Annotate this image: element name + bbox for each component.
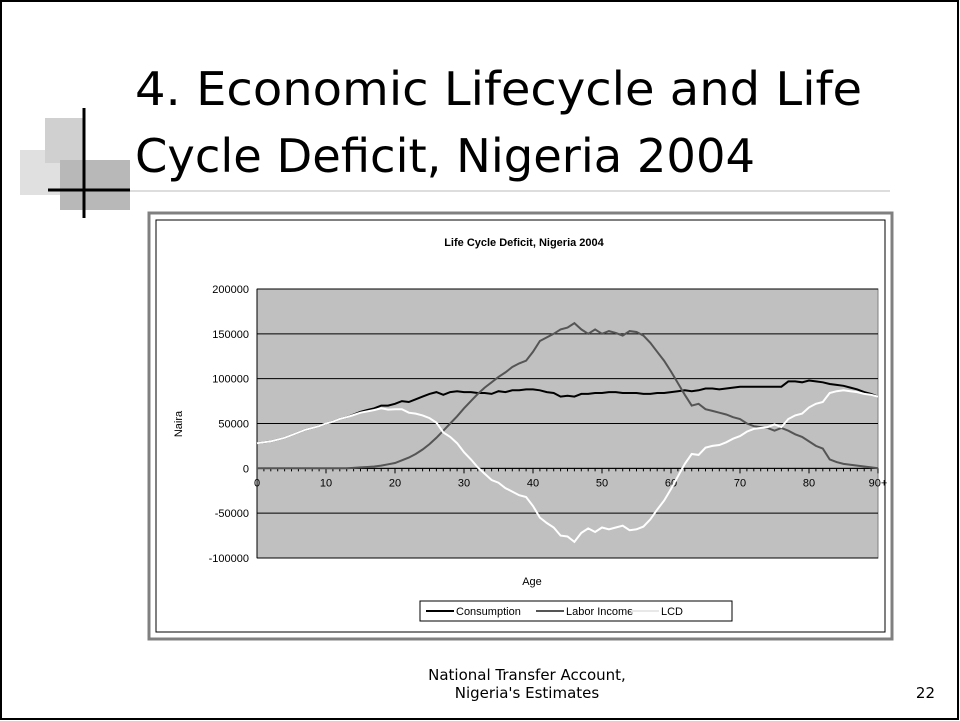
x-axis-label: Age — [522, 576, 542, 588]
y-axis-label: Naira — [173, 410, 185, 437]
slide-title: Cycle Deficit, Nigeria 2004 — [135, 129, 755, 183]
legend-label: Consumption — [456, 606, 521, 618]
deco-square — [45, 118, 85, 163]
page-number: 22 — [916, 684, 935, 702]
caption: Nigeria's Estimates — [455, 684, 600, 702]
y-tick-label: 50000 — [218, 419, 249, 431]
legend-box — [419, 600, 733, 622]
chart-title: Life Cycle Deficit, Nigeria 2004 — [444, 237, 604, 249]
x-tick-label: 60 — [665, 477, 677, 489]
series-line — [256, 389, 879, 544]
x-tick-label: 50 — [596, 477, 608, 489]
y-tick-label: 200000 — [212, 284, 249, 296]
y-tick-label: 0 — [243, 463, 249, 475]
y-tick-label: -50000 — [215, 508, 249, 520]
y-tick-label: -100000 — [209, 553, 249, 565]
y-tick-label: 150000 — [212, 329, 249, 341]
series-line — [257, 321, 879, 470]
y-tick-label: 100000 — [212, 374, 249, 386]
x-tick-label: 0 — [254, 477, 260, 489]
deco-square — [60, 160, 130, 210]
x-tick-label: 10 — [320, 477, 332, 489]
x-tick-label: 70 — [734, 477, 746, 489]
x-tick-label: 90+ — [869, 477, 888, 489]
legend-label: Labor Income — [566, 606, 633, 618]
x-tick-label: 30 — [458, 477, 470, 489]
slide-title: 4. Economic Lifecycle and Life — [135, 62, 862, 116]
x-tick-label: 20 — [389, 477, 401, 489]
x-tick-label: 80 — [803, 477, 815, 489]
caption: National Transfer Account, — [428, 666, 626, 684]
x-tick-label: 40 — [527, 477, 539, 489]
legend-label: LCD — [661, 606, 683, 618]
